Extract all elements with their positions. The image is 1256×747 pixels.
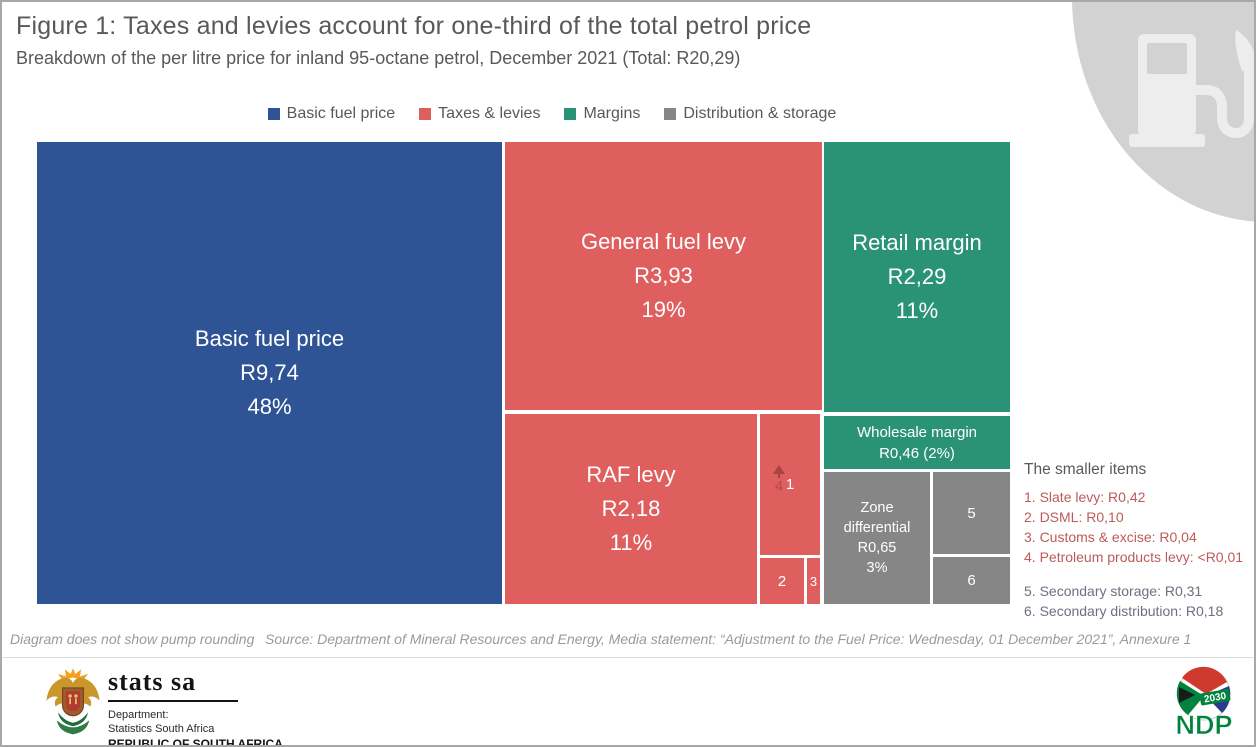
legend-item-taxes-levies: Taxes & levies <box>419 105 540 123</box>
treemap-block-secondary-distribution: 6 <box>933 557 1010 604</box>
statssa-name-label: Statistics South Africa <box>108 723 215 735</box>
list-item: 3. Customs & excise: R0,04 <box>1024 529 1197 545</box>
smaller-items-taxes-group: 1. Slate levy: R0,42 2. DSML: R0,10 3. C… <box>1024 487 1254 567</box>
block-number: 2 <box>777 572 787 590</box>
smaller-items-heading: The smaller items <box>1024 461 1147 478</box>
treemap-block-retail-margin: Retail margin R2,29 11% <box>824 142 1010 412</box>
wordmark-underline <box>108 700 238 702</box>
statssa-wordmark: stats sa <box>108 667 197 696</box>
footer-divider <box>2 657 1254 658</box>
block-percent: 48% <box>247 394 292 419</box>
arrow-stem <box>778 474 780 478</box>
treemap-block-raf-levy: RAF levy R2,18 11% <box>505 414 757 604</box>
legend-label: Margins <box>583 105 641 122</box>
block-name: RAF levy <box>586 462 676 487</box>
block-percent: 3% <box>866 560 888 576</box>
legend-label: Taxes & levies <box>438 105 541 122</box>
block-value: R0,65 <box>857 540 897 556</box>
legend-swatch-basic-fuel-price <box>267 108 280 120</box>
block-percent: 19% <box>641 297 686 322</box>
fuel-pump-icon <box>1129 30 1254 147</box>
treemap-block-dsml: 2 <box>760 558 804 604</box>
treemap-block-zone-differential: Zone differential R0,65 3% <box>824 472 930 604</box>
legend-swatch-margins <box>564 108 577 120</box>
list-item: 1. Slate levy: R0,42 <box>1024 489 1146 505</box>
ndp-acronym-label: NDP <box>1175 710 1232 740</box>
list-item: 2. DSML: R0,10 <box>1024 509 1124 525</box>
treemap-block-secondary-storage: 5 <box>933 472 1010 554</box>
list-item: 6. Secondary distribution: R0,18 <box>1024 603 1224 619</box>
list-item: 5. Secondary storage: R0,31 <box>1024 583 1203 599</box>
treemap-block-wholesale-margin: Wholesale margin R0,46 (2%) <box>824 416 1010 469</box>
block-value: R2,29 <box>887 264 947 289</box>
legend-item-distribution-storage: Distribution & storage <box>664 105 836 123</box>
block-name: Wholesale margin <box>856 423 978 441</box>
block-number: 5 <box>967 504 976 522</box>
legend-item-basic-fuel-price: Basic fuel price <box>267 105 396 123</box>
coat-of-arms-logo <box>46 668 100 735</box>
figure-title: Figure 1: Taxes and levies account for o… <box>16 12 812 40</box>
footer-note: Diagram does not show pump rounding <box>10 631 255 647</box>
smaller-items-distribution-group: 5. Secondary storage: R0,31 6. Secondary… <box>1024 581 1254 621</box>
treemap-chart: Basic fuel price R9,74 48% General fuel … <box>37 142 1010 604</box>
legend-item-margins: Margins <box>564 105 640 123</box>
legend-swatch-taxes-levies <box>419 108 432 120</box>
up-arrow-icon <box>773 465 785 474</box>
block-value: R2,18 <box>601 496 661 521</box>
treemap-block-customs-excise: 3 <box>807 558 820 604</box>
treemap-block-basic-fuel-price: Basic fuel price R9,74 48% <box>37 142 502 604</box>
figure-subtitle: Breakdown of the per litre price for inl… <box>16 48 741 68</box>
block-number: 3 <box>809 573 818 589</box>
block-value: R3,93 <box>634 263 693 288</box>
footer-source: Source: Department of Mineral Resources … <box>265 631 1192 647</box>
statssa-wordmark-block: stats sa Department: Statistics South Af… <box>108 667 283 747</box>
treemap-block-slate-levy: 1 <box>760 414 820 555</box>
smaller-items-panel: The smaller items 1. Slate levy: R0,42 2… <box>1024 461 1254 621</box>
block-value: R9,74 <box>240 360 299 385</box>
statssa-department-label: Department: <box>108 709 169 721</box>
block-name: Retail margin <box>852 230 982 255</box>
block-name: General fuel levy <box>580 229 747 254</box>
legend-label: Basic fuel price <box>286 105 396 122</box>
block-name: Zone differential <box>843 500 911 536</box>
ndp-year-label: 2030 <box>1203 691 1227 706</box>
statssa-republic-label: REPUBLIC OF SOUTH AFRICA <box>108 737 283 747</box>
legend-swatch-distribution-storage <box>664 108 677 120</box>
annotation-label: 4 <box>774 478 784 495</box>
block-value: R0,46 (2%) <box>879 444 955 462</box>
treemap-block-general-fuel-levy: General fuel levy R3,93 19% <box>505 142 822 410</box>
legend-label: Distribution & storage <box>683 105 837 122</box>
block-number: 6 <box>967 572 976 589</box>
chart-legend: Basic fuel price Taxes & levies Margins … <box>2 105 1102 123</box>
petroleum-products-levy-annotation: 4 <box>759 464 799 495</box>
ndp-2030-logo: 2030 NDP <box>1175 666 1233 740</box>
list-item: 4. Petroleum products levy: <R0,01 <box>1024 549 1244 565</box>
block-percent: 11% <box>895 298 939 323</box>
block-number: 1 <box>785 476 795 493</box>
block-percent: 11% <box>609 530 653 555</box>
block-name: Basic fuel price <box>194 326 345 351</box>
